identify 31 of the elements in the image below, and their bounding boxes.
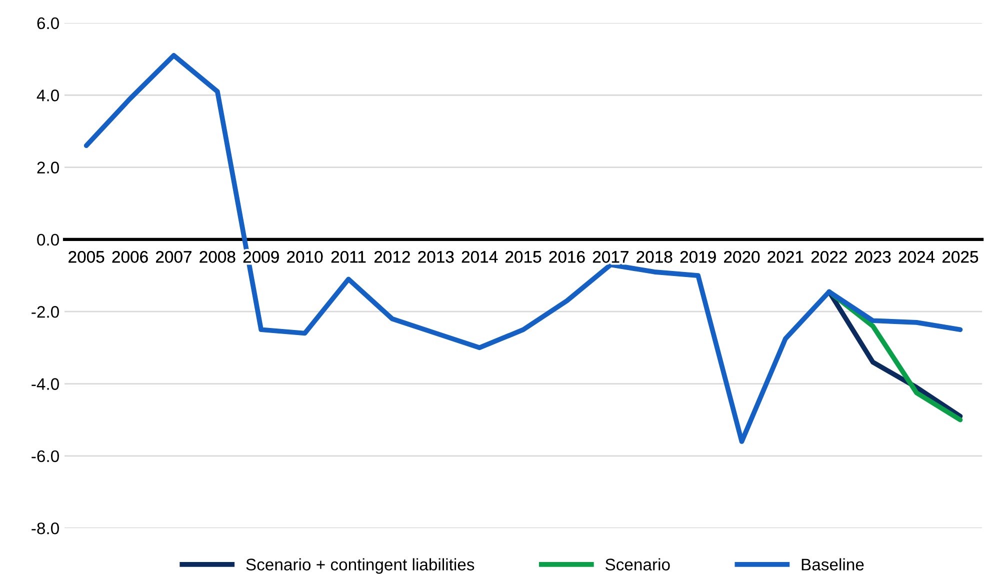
x-tick-label: 2016 (549, 250, 585, 263)
x-tick-label: 2023 (855, 250, 891, 263)
x-tick-label: 2020 (724, 250, 760, 263)
legend-label: Scenario + contingent liabilities (246, 558, 474, 574)
x-tick-label: 2008 (200, 250, 236, 263)
x-tick-label: 2013 (418, 250, 454, 263)
y-tick-label: -2.0 (32, 306, 59, 318)
y-tick-label: 6.0 (37, 17, 59, 30)
x-tick-label: 2018 (636, 250, 672, 263)
x-tick-label: 2010 (287, 250, 323, 263)
x-tick-label: 2007 (156, 250, 192, 263)
y-tick-label: -6.0 (32, 450, 59, 462)
x-tick-label: 2025 (942, 250, 978, 263)
y-tick-label: 4.0 (36, 90, 59, 102)
y-tick-label: -4.0 (32, 378, 59, 390)
x-tick-label: 2006 (112, 250, 148, 263)
x-tick-label: 2012 (374, 250, 410, 263)
legend-label: Scenario (606, 558, 670, 570)
x-tick-label: 2022 (811, 250, 847, 263)
y-tick-label: -8.0 (32, 522, 59, 534)
x-tick-label: 2005 (68, 250, 104, 263)
legend-label: Baseline (802, 558, 864, 570)
x-tick-label: 2017 (592, 250, 628, 263)
x-tick-label: 2014 (462, 250, 498, 263)
x-tick-label: 2015 (506, 250, 542, 263)
y-tick-label: 0.0 (37, 234, 59, 246)
x-tick-label: 2011 (331, 250, 366, 263)
y-tick-label: 2.0 (37, 162, 59, 174)
x-tick-label: 2024 (898, 250, 935, 263)
x-tick-label: 2019 (680, 250, 716, 263)
x-tick-label: 2021 (768, 250, 804, 263)
